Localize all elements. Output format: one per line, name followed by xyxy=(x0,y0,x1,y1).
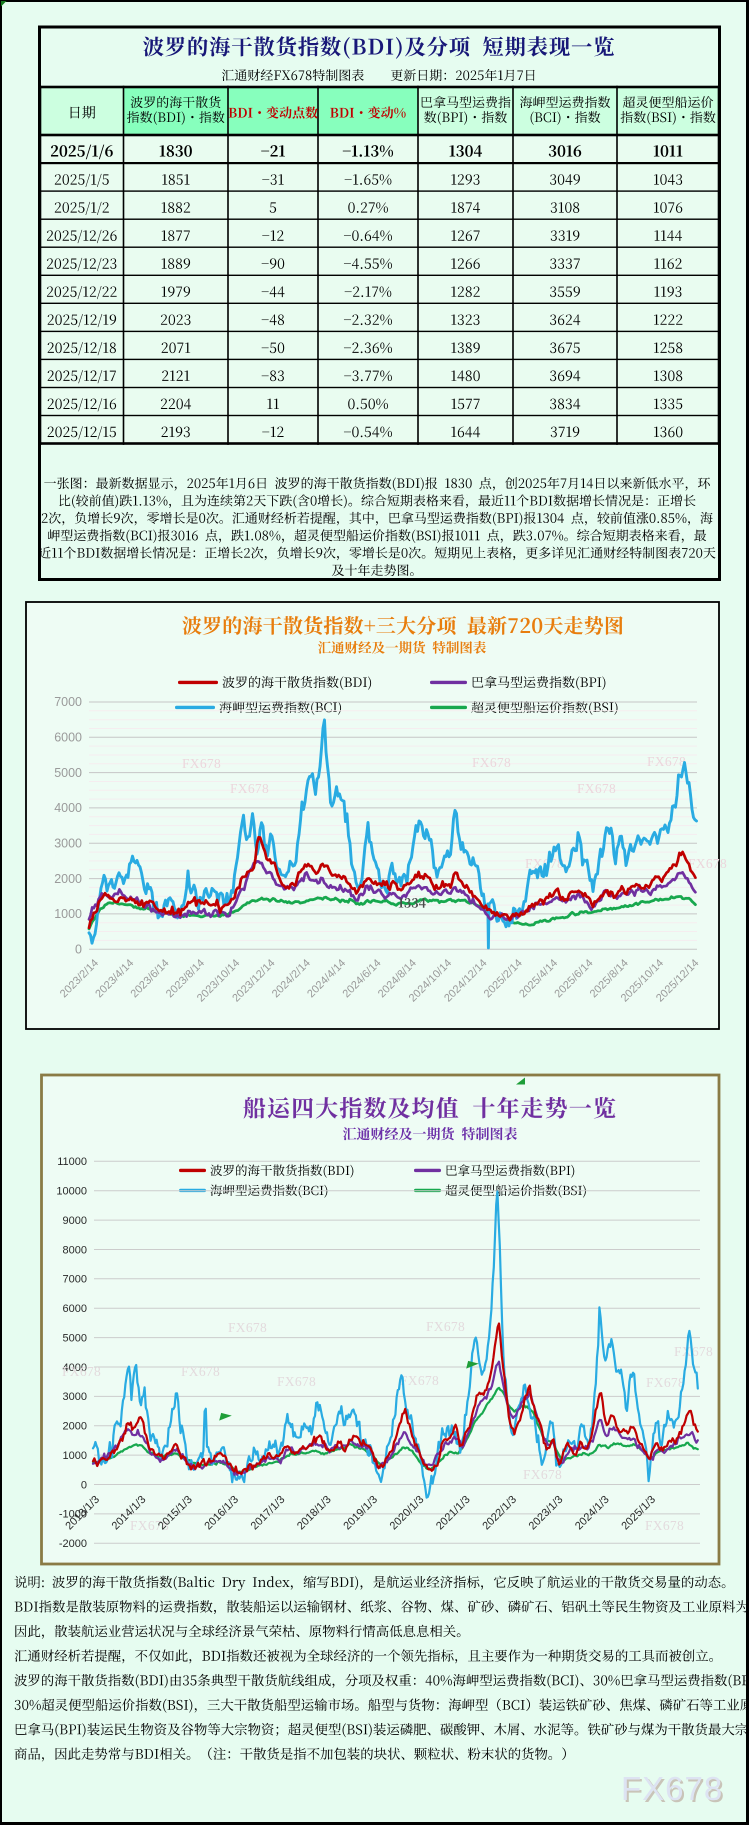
svg-text:6000: 6000 xyxy=(63,1303,87,1315)
svg-text:FX678: FX678 xyxy=(182,756,221,771)
svg-text:-2000: -2000 xyxy=(59,1538,87,1550)
svg-text:5000: 5000 xyxy=(63,1332,87,1344)
svg-text:4000: 4000 xyxy=(63,1362,87,1374)
svg-text:FX678: FX678 xyxy=(230,781,269,796)
svg-text:-1000: -1000 xyxy=(59,1509,87,1521)
svg-text:FX678: FX678 xyxy=(62,1364,101,1379)
svg-text:6000: 6000 xyxy=(54,731,82,745)
svg-text:FX678: FX678 xyxy=(646,1375,685,1390)
svg-text:FX678: FX678 xyxy=(577,781,616,796)
svg-text:FX678: FX678 xyxy=(688,856,727,871)
svg-text:FX678: FX678 xyxy=(523,1467,562,1482)
svg-text:9000: 9000 xyxy=(63,1215,87,1227)
svg-text:5000: 5000 xyxy=(54,766,82,780)
svg-text:FX678: FX678 xyxy=(181,1364,220,1379)
svg-text:11000: 11000 xyxy=(57,1156,87,1168)
svg-text:FX678: FX678 xyxy=(228,1320,267,1335)
svg-text:7000: 7000 xyxy=(63,1274,87,1286)
svg-text:2000: 2000 xyxy=(63,1421,87,1433)
svg-text:FX678: FX678 xyxy=(647,754,686,769)
svg-text:FX678: FX678 xyxy=(674,1344,713,1359)
svg-text:FX678: FX678 xyxy=(621,1770,723,1807)
svg-text:1000: 1000 xyxy=(54,907,82,921)
svg-text:2000: 2000 xyxy=(54,872,82,886)
svg-text:8000: 8000 xyxy=(63,1244,87,1256)
svg-text:FX678: FX678 xyxy=(645,1518,684,1533)
svg-text:FX678: FX678 xyxy=(277,1374,316,1389)
svg-text:1000: 1000 xyxy=(63,1450,87,1462)
svg-text:10000: 10000 xyxy=(56,1186,87,1198)
svg-text:FX678: FX678 xyxy=(130,1518,169,1533)
svg-text:3000: 3000 xyxy=(63,1391,87,1403)
svg-text:FX678: FX678 xyxy=(472,755,511,770)
svg-text:FX678: FX678 xyxy=(400,1373,439,1388)
svg-text:FX678: FX678 xyxy=(623,1772,725,1809)
svg-text:FX678: FX678 xyxy=(426,1319,465,1334)
svg-text:4000: 4000 xyxy=(54,801,82,815)
svg-text:0: 0 xyxy=(75,942,82,956)
svg-text:3000: 3000 xyxy=(54,837,82,851)
svg-text:0: 0 xyxy=(81,1479,87,1491)
svg-text:7000: 7000 xyxy=(54,695,82,709)
